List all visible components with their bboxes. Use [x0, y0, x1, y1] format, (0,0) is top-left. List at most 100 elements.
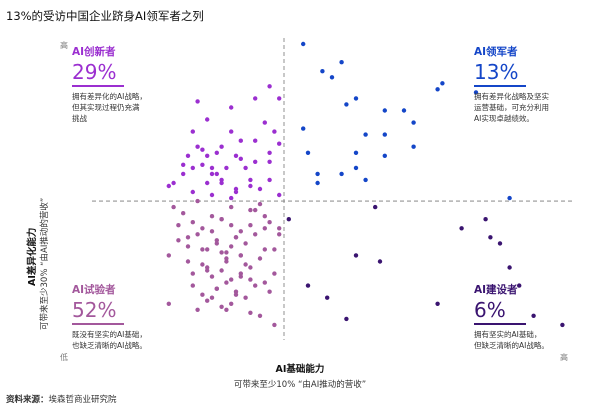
leaders-rule: [474, 85, 526, 87]
x-axis-high-label: 高: [560, 353, 568, 362]
data-point: [253, 138, 258, 143]
data-point: [272, 247, 277, 252]
data-point: [301, 126, 306, 131]
data-point: [353, 96, 359, 101]
data-point: [286, 217, 291, 222]
data-point: [401, 108, 407, 113]
data-point: [238, 274, 243, 279]
data-point: [243, 295, 248, 300]
data-point: [181, 171, 186, 177]
data-point: [320, 69, 325, 74]
data-point: [353, 253, 359, 258]
data-point: [200, 147, 205, 152]
leaders-desc-2: 运营基础，可充分利用: [474, 103, 549, 112]
source-label: 资料来源：: [6, 395, 49, 405]
data-point: [214, 238, 219, 243]
data-point: [507, 195, 512, 201]
data-point: [315, 171, 320, 177]
data-point: [440, 81, 445, 86]
quadrant-leaders: AI领军者 13% 拥有差异化战略及坚实 运营基础，可充分利用 AI实现卓越绩效…: [474, 44, 549, 124]
data-point: [248, 265, 253, 270]
source-note: 资料来源：埃森哲商业研究院: [6, 393, 117, 405]
data-point: [267, 84, 272, 89]
data-point: [176, 223, 181, 228]
data-point: [238, 156, 243, 161]
data-point: [248, 277, 253, 282]
data-point: [262, 247, 267, 252]
data-point: [190, 220, 195, 225]
data-point: [253, 207, 258, 213]
data-point: [214, 286, 219, 291]
data-point: [205, 298, 210, 303]
data-point: [377, 259, 383, 264]
data-point: [277, 192, 282, 198]
data-point: [209, 229, 215, 234]
data-point: [344, 102, 349, 107]
data-point: [229, 129, 234, 134]
data-point: [411, 120, 416, 125]
data-point: [214, 150, 219, 155]
data-point: [181, 162, 186, 167]
data-point: [200, 292, 205, 297]
data-point: [190, 165, 195, 171]
data-point: [488, 235, 493, 240]
data-point: [257, 313, 263, 318]
experimenters-rule: [72, 323, 124, 325]
data-point: [219, 268, 224, 273]
data-point: [209, 171, 215, 177]
data-point: [262, 280, 267, 285]
builders-name: AI建设者: [474, 284, 518, 296]
x-axis-subtitle: 可带来至少10% “由AI推动的营收”: [233, 380, 367, 390]
data-point: [382, 132, 387, 137]
data-points: [166, 41, 565, 328]
data-point: [277, 232, 282, 237]
data-point: [411, 144, 416, 149]
data-point: [305, 150, 311, 155]
leaders-percent: 13%: [474, 60, 519, 84]
data-point: [195, 307, 200, 312]
data-point: [325, 295, 330, 300]
data-point: [329, 75, 335, 80]
data-point: [185, 244, 191, 249]
data-point: [382, 153, 387, 158]
chart-title: 13%的受访中国企业跻身AI领军者之列: [6, 9, 204, 23]
data-point: [229, 195, 234, 201]
data-point: [205, 247, 210, 252]
data-point: [205, 117, 210, 122]
builders-rule: [474, 323, 526, 325]
data-point: [219, 144, 224, 149]
data-point: [229, 301, 234, 306]
experimenters-desc-1: 既没有坚实的AI基础，: [72, 330, 147, 339]
data-point: [224, 307, 229, 312]
quadrant-experimenters: AI试验者 52% 既没有坚实的AI基础， 也缺乏清晰的AI战略。: [72, 282, 147, 351]
data-point: [229, 277, 234, 282]
innovators-desc-2: 但其实现过程仍充满: [72, 103, 140, 112]
data-point: [339, 171, 344, 177]
leaders-name: AI领军者: [474, 46, 518, 58]
data-point: [277, 226, 282, 231]
data-point: [171, 204, 176, 210]
data-point: [248, 183, 253, 189]
data-point: [435, 301, 440, 306]
data-point: [190, 283, 195, 288]
data-point: [229, 223, 234, 228]
data-point: [560, 322, 565, 328]
data-point: [301, 41, 306, 47]
data-point: [166, 183, 171, 189]
data-point: [224, 259, 229, 264]
data-point: [200, 162, 205, 167]
experimenters-desc-2: 也缺乏清晰的AI战略。: [72, 341, 147, 350]
data-point: [229, 105, 234, 110]
quadrant-innovators: AI创新者 29% 拥有差异化的AI战略， 但其实现过程仍充满 挑战: [72, 44, 147, 124]
data-point: [166, 253, 171, 258]
data-point: [459, 226, 464, 231]
data-point: [205, 180, 210, 186]
builders-percent: 6%: [474, 298, 506, 322]
data-point: [363, 132, 368, 137]
data-point: [253, 232, 258, 237]
innovators-desc-3: 挑战: [72, 114, 87, 123]
builders-desc-1: 拥有坚实的AI基础，: [474, 330, 542, 339]
data-point: [200, 226, 205, 231]
data-point: [209, 274, 215, 279]
